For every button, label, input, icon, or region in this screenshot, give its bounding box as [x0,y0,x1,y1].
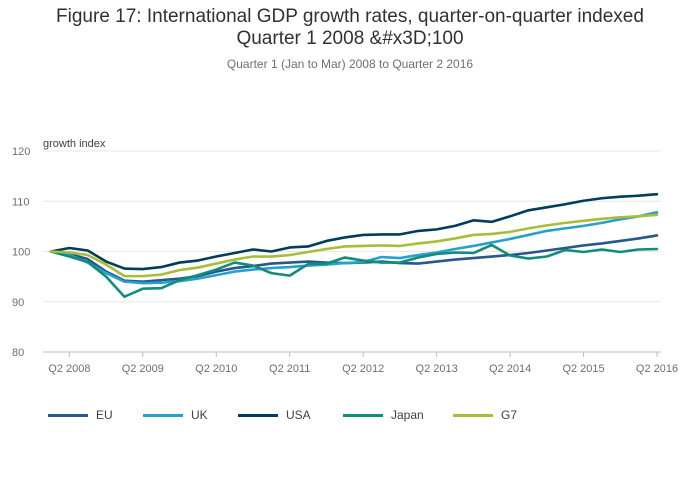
x-tick-label: Q2 2015 [562,363,604,375]
legend-item-g7[interactable]: G7 [453,408,533,422]
y-tick-label: 120 [12,146,30,158]
legend-item-japan[interactable]: Japan [343,408,453,422]
chart-title-line-2: Quarter 1 2008 &#x3D;100 [236,28,464,49]
y-tick-label: 90 [12,297,24,309]
y-axis-label: growth index [43,138,106,150]
grid-lines [43,150,661,353]
legend-item-uk[interactable]: UK [143,408,238,422]
legend-label: UK [191,408,208,422]
legend-label: G7 [501,408,518,422]
series-line-japan [49,243,659,299]
legend-swatch [453,413,493,417]
x-tick-label: Q2 2011 [269,363,310,375]
legend-label: EU [96,408,113,422]
series-line-uk [49,211,659,285]
chart-title-line-1: Figure 17: International GDP growth rate… [56,6,644,27]
legend: EU UK USA Japan G7 [48,408,533,422]
x-tick-label: Q2 2013 [416,363,458,375]
x-tick-label: Q2 2008 [48,363,90,375]
legend-item-eu[interactable]: EU [48,408,143,422]
legend-label: Japan [391,408,424,422]
legend-swatch [143,413,183,417]
series-lines [49,192,659,299]
x-tick-label: Q2 2014 [489,363,531,375]
series-line-usa [49,192,659,271]
chart-title: Figure 17: International GDP growth rate… [0,6,700,50]
legend-swatch [343,413,383,417]
y-tick-label: 100 [12,247,30,259]
x-tick-label: Q2 2012 [342,363,384,375]
chart-subtitle: Quarter 1 (Jan to Mar) 2008 to Quarter 2… [226,57,474,71]
axis-ticks: 80 90 100 110 120 Q2 2008 Q2 2009 Q2 2010 Q2 201… [12,146,678,375]
legend-swatch [48,413,88,417]
legend-item-usa[interactable]: USA [238,408,343,422]
series-line-g7 [49,213,659,278]
legend-label: USA [286,408,311,422]
x-tick-label: Q2 2009 [122,363,164,375]
y-tick-label: 110 [12,196,30,208]
legend-swatch [238,413,278,417]
y-tick-label: 80 [12,347,24,359]
x-tick-label: Q2 2010 [195,363,237,375]
x-tick-label: Q2 2016 [636,363,678,375]
